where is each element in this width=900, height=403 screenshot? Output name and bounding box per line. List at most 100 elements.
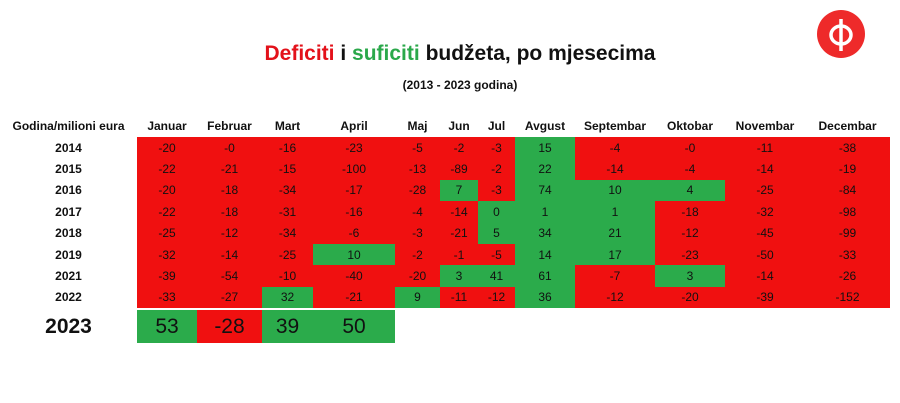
value-cell: -14	[440, 201, 478, 223]
value-cell: -38	[805, 137, 890, 159]
value-cell: -20	[655, 286, 725, 309]
year-label: 2014	[55, 140, 82, 155]
value-cell: -10	[262, 265, 313, 287]
value-cell: -40	[313, 265, 395, 287]
column-header: April	[340, 119, 368, 133]
value-cell: -7	[575, 265, 655, 287]
value-cell: 32	[262, 286, 313, 309]
value-cell: -18	[197, 201, 262, 223]
value-cell: -23	[655, 244, 725, 266]
value-cell: -16	[313, 201, 395, 223]
value-cell: -20	[137, 179, 197, 202]
value-cell: -39	[137, 265, 197, 287]
logo	[817, 10, 865, 58]
value-cell: 50	[313, 310, 395, 344]
value-cell: -14	[575, 158, 655, 180]
value-cell: -32	[137, 244, 197, 266]
value-cell: -27	[197, 286, 262, 309]
title-part: budžeta, po mjesecima	[425, 42, 656, 65]
value-cell: -39	[725, 286, 805, 309]
value-cell: -0	[197, 137, 262, 159]
value-cell: -28	[395, 179, 440, 202]
value-cell: 36	[515, 286, 575, 309]
column-header: Oktobar	[666, 119, 713, 133]
column-header: Jul	[487, 119, 506, 133]
value-cell: -21	[440, 222, 478, 244]
title-part: Deficiti	[264, 42, 335, 65]
value-cell: -32	[725, 201, 805, 223]
value-cell: -25	[137, 222, 197, 244]
value-cell: 61	[515, 265, 575, 287]
value-cell: -25	[725, 179, 805, 202]
value-cell: 22	[515, 158, 575, 180]
value-cell: -20	[395, 265, 440, 287]
value-cell: -12	[478, 286, 515, 309]
value-cell: -89	[440, 158, 478, 180]
value-cell: -14	[725, 158, 805, 180]
value-cell: -21	[313, 286, 395, 309]
value-cell: 0	[478, 201, 515, 223]
value-cell: 34	[515, 222, 575, 244]
value-cell: -5	[395, 137, 440, 159]
value-cell: 10	[575, 179, 655, 202]
title-part: i	[340, 42, 347, 65]
column-header: Decembar	[818, 119, 877, 133]
value-cell: -11	[725, 137, 805, 159]
value-cell: 4	[655, 179, 725, 202]
value-cell: -50	[725, 244, 805, 266]
value-cell: -33	[805, 244, 890, 266]
value-cell: -12	[197, 222, 262, 244]
value-cell: -3	[478, 137, 515, 159]
value-cell: -54	[197, 265, 262, 287]
value-cell: -3	[395, 222, 440, 244]
value-cell: -34	[262, 179, 313, 202]
value-cell: -4	[395, 201, 440, 223]
value-cell: -2	[478, 158, 515, 180]
value-cell: 17	[575, 244, 655, 266]
title: Deficiti i suficiti budžeta, po mjesecim…	[0, 42, 900, 66]
value-cell: -2	[395, 244, 440, 266]
value-cell: 3	[655, 265, 725, 287]
value-cell: 39	[262, 310, 313, 344]
value-cell: -4	[655, 158, 725, 180]
value-cell: 74	[515, 179, 575, 202]
value-cell: -34	[262, 222, 313, 244]
value-cell: -2	[440, 137, 478, 159]
value-cell: 1	[575, 201, 655, 223]
value-cell: -12	[575, 286, 655, 309]
value-cell: -31	[262, 201, 313, 223]
value-cell: -12	[655, 222, 725, 244]
value-cell: 53	[137, 310, 197, 344]
column-header: Septembar	[583, 119, 647, 133]
value-cell: 10	[313, 244, 395, 266]
value-cell: -19	[805, 158, 890, 180]
value-cell: -23	[313, 137, 395, 159]
value-cell: -14	[725, 265, 805, 287]
value-cell: 5	[478, 222, 515, 244]
value-cell: -0	[655, 137, 725, 159]
year-label: 2017	[55, 204, 82, 219]
value-cell: -4	[575, 137, 655, 159]
value-cell: -13	[395, 158, 440, 180]
column-header: Februar	[207, 119, 252, 133]
year-label: 2018	[55, 226, 82, 241]
value-cell: -22	[137, 201, 197, 223]
value-cell: 21	[575, 222, 655, 244]
value-cell: -18	[197, 179, 262, 202]
value-cell: -18	[655, 201, 725, 223]
year-label: 2021	[55, 269, 82, 284]
value-cell: -28	[197, 310, 262, 344]
year-label: 2015	[55, 162, 82, 177]
value-cell: -25	[262, 244, 313, 266]
value-cell: -16	[262, 137, 313, 159]
value-cell: -3	[478, 179, 515, 202]
value-cell: -11	[440, 286, 478, 309]
value-cell: -5	[478, 244, 515, 266]
value-cell: -1	[440, 244, 478, 266]
value-cell: 1	[515, 201, 575, 223]
value-cell: 7	[440, 179, 478, 202]
value-cell: -84	[805, 179, 890, 202]
value-cell: 3	[440, 265, 478, 287]
value-cell: -6	[313, 222, 395, 244]
